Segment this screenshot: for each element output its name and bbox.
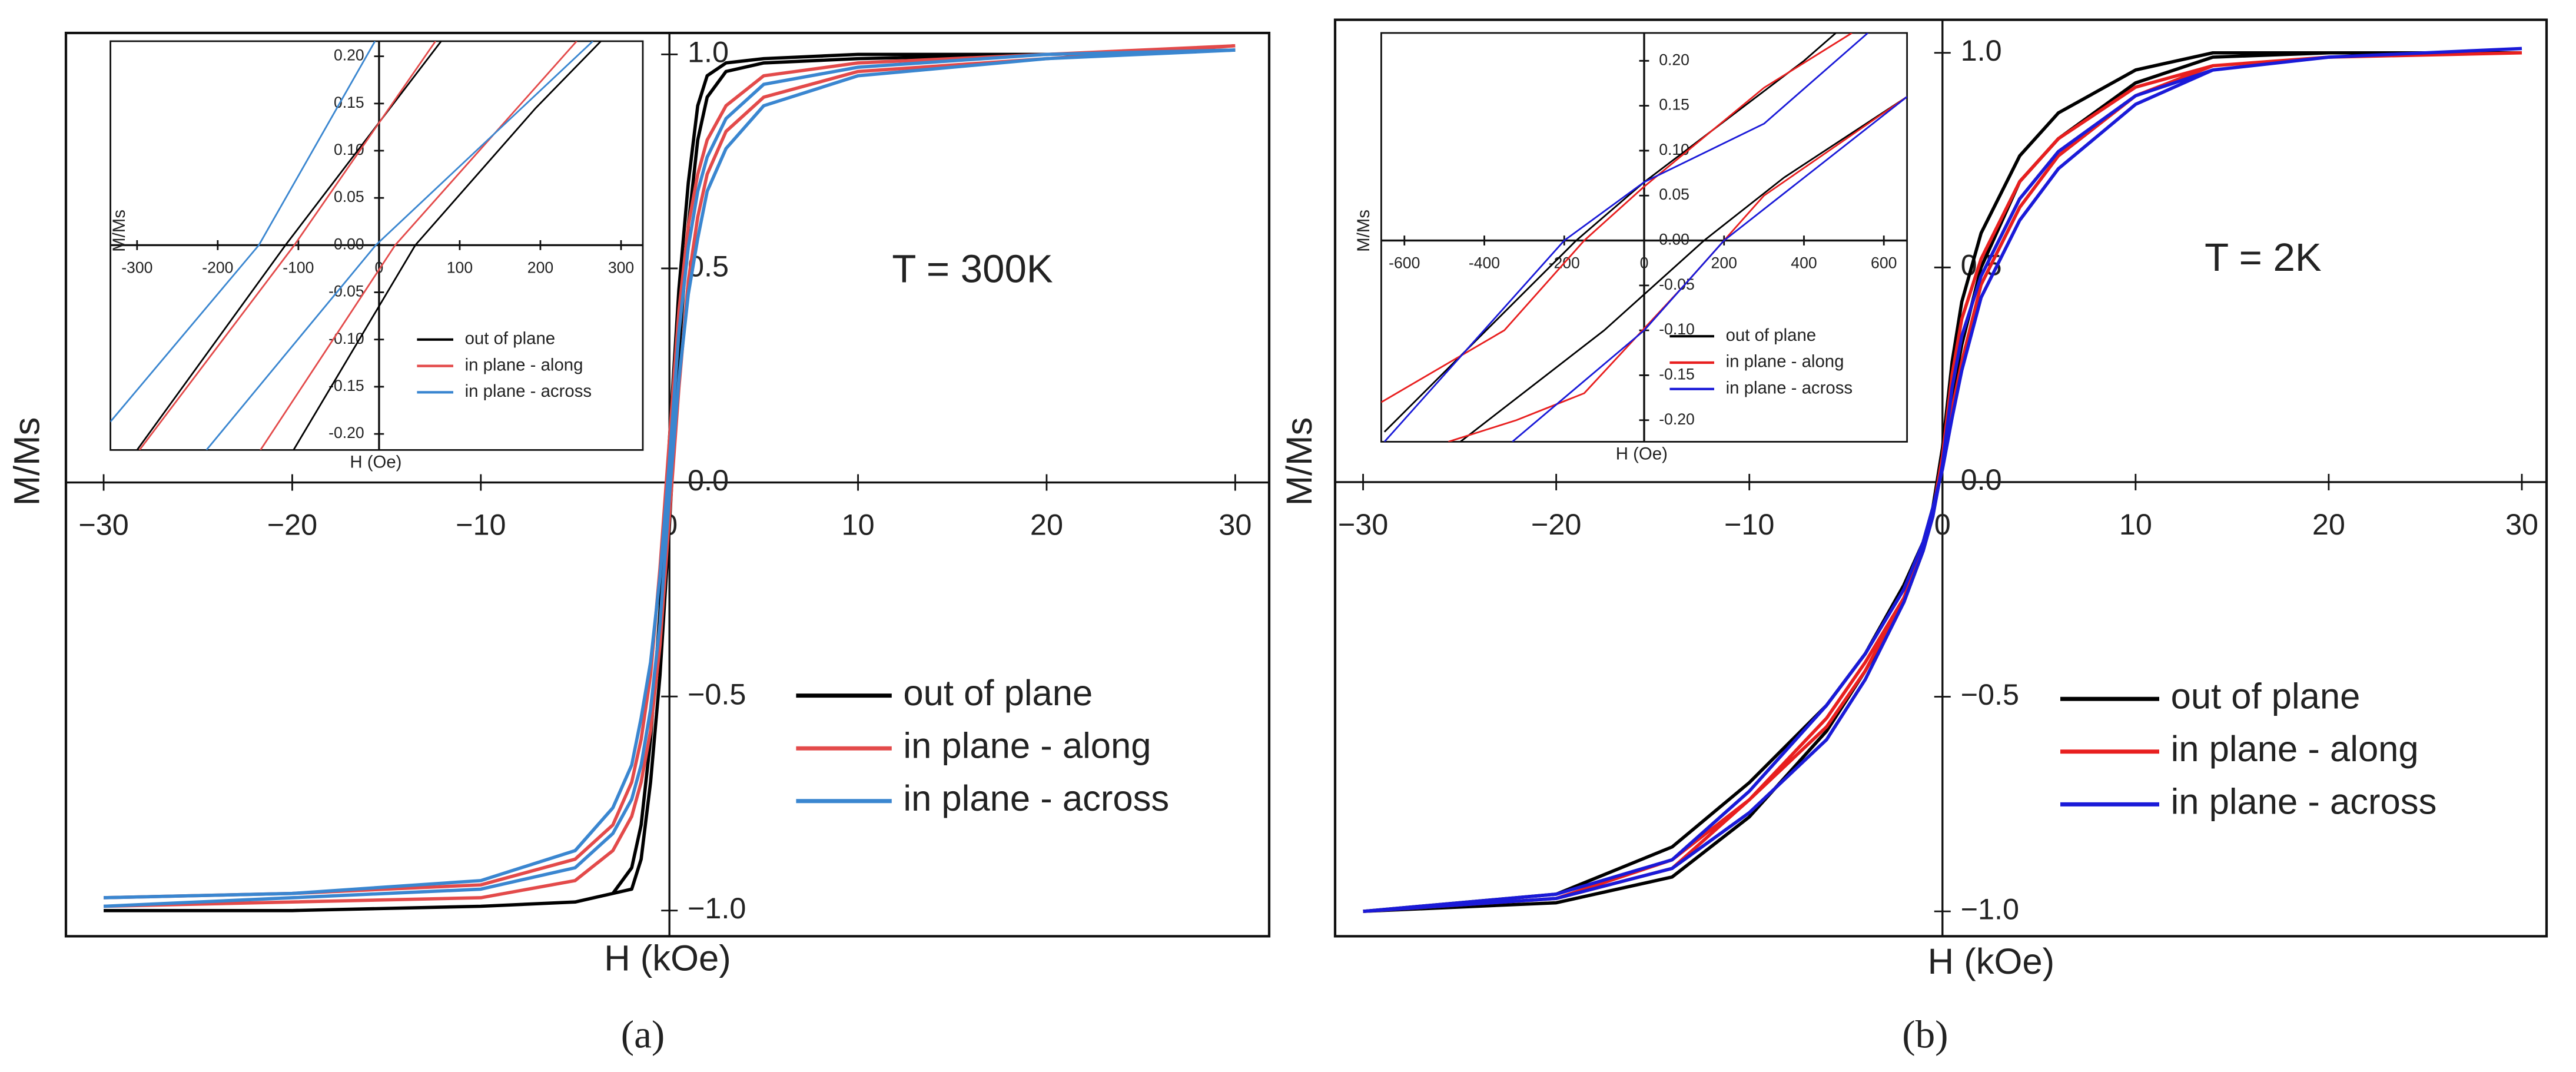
x-tick-label: 400 <box>1791 254 1817 271</box>
x-tick-label: −30 <box>1338 507 1388 541</box>
y-tick-label: 1.0 <box>1961 34 2002 67</box>
y-tick-label: 0.05 <box>334 188 364 205</box>
y-tick-label: -0.05 <box>1659 276 1695 293</box>
x-tick-label: 200 <box>1711 254 1737 271</box>
legend-label: out of plane <box>465 329 556 349</box>
y-tick-label: 1.0 <box>688 35 729 69</box>
plot-frame <box>1333 18 2548 938</box>
plot-frame <box>64 31 1271 938</box>
y-axis-label: M/Ms <box>7 417 48 506</box>
y-tick-label: -0.05 <box>328 283 364 300</box>
x-tick-label: 30 <box>2505 507 2538 541</box>
inset: -300 -200 -100 0 100 200 300-0.20-0.15-0.10-0.… <box>109 40 644 472</box>
series-line <box>1363 47 2522 913</box>
x-tick-label: 10 <box>842 507 875 541</box>
y-tick-label: 0.05 <box>1659 185 1689 203</box>
inset: -600 -400 -200 0 200 400 600-0.20-0.15-0.10-0.… <box>1354 32 1908 464</box>
x-tick-label: 0 <box>1934 507 1951 541</box>
legend-label: in plane - along <box>465 355 583 374</box>
x-axis-label: H (Oe) <box>350 453 401 472</box>
x-tick-label: 0 <box>1640 254 1649 271</box>
x-tick-label: -600 <box>1389 254 1420 271</box>
y-axis-label: M/Ms <box>1279 417 1320 506</box>
legend-label: out of plane <box>903 673 1093 713</box>
legend-label: in plane - along <box>1726 352 1844 371</box>
legend-label: out of plane <box>1726 326 1817 345</box>
y-tick-label: −1.0 <box>1961 892 2019 925</box>
x-tick-label: −30 <box>78 507 128 541</box>
y-tick-label: 0.0 <box>1961 463 2002 496</box>
y-tick-label: -0.20 <box>328 424 364 442</box>
caption: (a) <box>621 1012 665 1056</box>
annotation: T = 300K <box>892 247 1053 291</box>
legend-label: in plane - across <box>1726 379 1853 398</box>
x-tick-label: −20 <box>267 507 317 541</box>
legend-label: in plane - along <box>903 725 1151 766</box>
legend-label: out of plane <box>2171 676 2361 716</box>
y-tick-label: 0.15 <box>1659 96 1689 114</box>
x-tick-label: 300 <box>608 258 634 276</box>
y-tick-label: 0.00 <box>1659 231 1689 248</box>
x-tick-label: 200 <box>527 258 553 276</box>
y-tick-label: 0.15 <box>334 94 364 111</box>
y-tick-label: −0.5 <box>1961 678 2019 711</box>
series-line <box>110 41 594 450</box>
y-axis-label: M/Ms <box>109 210 129 252</box>
y-tick-label: −1.0 <box>688 891 746 925</box>
x-tick-label: 600 <box>1871 254 1897 271</box>
x-tick-label: -100 <box>283 258 314 276</box>
x-axis-label: H (kOe) <box>604 938 731 979</box>
series-line <box>138 41 577 450</box>
y-tick-label: 0.00 <box>334 235 364 253</box>
x-tick-label: 20 <box>2312 507 2345 541</box>
y-tick-label: -0.15 <box>328 377 364 394</box>
y-tick-label: 0.20 <box>1659 51 1689 68</box>
x-tick-label: 10 <box>2119 507 2152 541</box>
legend-label: in plane - across <box>465 381 592 401</box>
x-tick-label: −20 <box>1531 507 1581 541</box>
x-axis-label: H (Oe) <box>1616 444 1668 464</box>
legend-label: in plane - across <box>2171 782 2437 822</box>
x-tick-label: -400 <box>1469 254 1500 271</box>
x-axis-label: H (kOe) <box>1928 941 2055 982</box>
x-tick-label: −10 <box>1724 507 1774 541</box>
y-tick-label: 0.10 <box>1659 141 1689 158</box>
x-tick-label: 100 <box>447 258 473 276</box>
legend-label: in plane - across <box>903 778 1169 819</box>
series-line <box>1383 32 1907 442</box>
y-tick-label: −0.5 <box>688 677 746 711</box>
y-tick-label: 0.0 <box>688 463 729 497</box>
y-axis-label: M/Ms <box>1354 210 1373 252</box>
caption: (b) <box>1902 1012 1948 1056</box>
x-tick-label: -200 <box>202 258 233 276</box>
series-line <box>103 48 1236 908</box>
x-tick-label: −10 <box>456 507 506 541</box>
x-tick-label: -300 <box>121 258 152 276</box>
y-tick-label: -0.20 <box>1659 410 1695 428</box>
y-tick-label: -0.15 <box>1659 365 1695 383</box>
annotation: T = 2K <box>2205 235 2322 280</box>
x-tick-label: 30 <box>1219 507 1252 541</box>
legend-label: in plane - along <box>2171 729 2419 769</box>
x-tick-label: 20 <box>1030 507 1063 541</box>
y-tick-label: 0.20 <box>334 47 364 64</box>
